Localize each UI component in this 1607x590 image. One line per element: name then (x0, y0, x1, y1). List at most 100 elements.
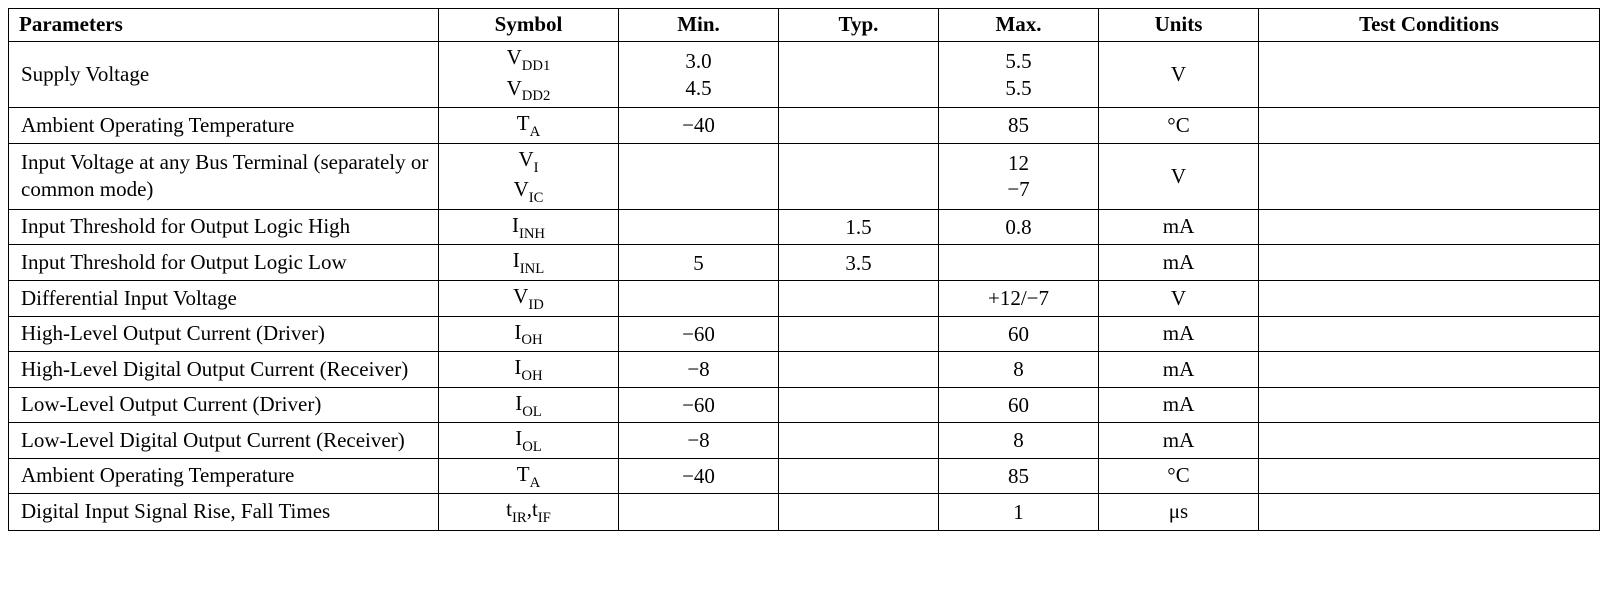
cell-units: mA (1099, 387, 1259, 423)
cell-min: 3.04.5 (619, 42, 779, 108)
cell-max: +12/−7 (939, 280, 1099, 316)
table-row: Differential Input VoltageVID +12/−7V (9, 280, 1600, 316)
cell-units: V (1099, 280, 1259, 316)
cell-test-conditions (1259, 494, 1600, 530)
table-body: Supply VoltageVDD1VDD23.04.55.55.5VAmbie… (9, 42, 1600, 531)
table-header-row: Parameters Symbol Min. Typ. Max. Units T… (9, 9, 1600, 42)
table-row: High-Level Digital Output Current (Recei… (9, 352, 1600, 388)
cell-parameter: Input Threshold for Output Logic Low (9, 245, 439, 281)
cell-max: 1 (939, 494, 1099, 530)
cell-test-conditions (1259, 423, 1600, 459)
cell-symbol: VID (439, 280, 619, 316)
cell-parameter: High-Level Output Current (Driver) (9, 316, 439, 352)
cell-test-conditions (1259, 316, 1600, 352)
cell-symbol: IOH (439, 316, 619, 352)
cell-units: °C (1099, 458, 1259, 494)
cell-min (619, 209, 779, 245)
header-min: Min. (619, 9, 779, 42)
cell-typ (779, 143, 939, 209)
cell-parameter: Digital Input Signal Rise, Fall Times (9, 494, 439, 530)
cell-min: −40 (619, 458, 779, 494)
cell-symbol: IINH (439, 209, 619, 245)
cell-symbol: IOL (439, 423, 619, 459)
cell-symbol: tIR,tIF (439, 494, 619, 530)
cell-typ (779, 423, 939, 459)
cell-units: mA (1099, 209, 1259, 245)
cell-parameter: Low-Level Digital Output Current (Receiv… (9, 423, 439, 459)
cell-min: −60 (619, 387, 779, 423)
cell-typ (779, 494, 939, 530)
cell-parameter: Supply Voltage (9, 42, 439, 108)
cell-symbol: TA (439, 108, 619, 144)
cell-max: 12−7 (939, 143, 1099, 209)
table-row: Input Threshold for Output Logic HighIIN… (9, 209, 1600, 245)
cell-typ (779, 458, 939, 494)
cell-symbol: IOH (439, 352, 619, 388)
cell-max (939, 245, 1099, 281)
cell-symbol: TA (439, 458, 619, 494)
table-row: Supply VoltageVDD1VDD23.04.5 5.55.5V (9, 42, 1600, 108)
cell-typ (779, 352, 939, 388)
cell-max: 5.55.5 (939, 42, 1099, 108)
cell-test-conditions (1259, 387, 1600, 423)
table-row: High-Level Output Current (Driver)IOH−60… (9, 316, 1600, 352)
cell-parameter: High-Level Digital Output Current (Recei… (9, 352, 439, 388)
cell-parameter: Input Threshold for Output Logic High (9, 209, 439, 245)
cell-symbol: IINL (439, 245, 619, 281)
cell-test-conditions (1259, 108, 1600, 144)
cell-units: V (1099, 143, 1259, 209)
cell-max: 0.8 (939, 209, 1099, 245)
cell-test-conditions (1259, 42, 1600, 108)
spec-table: Parameters Symbol Min. Typ. Max. Units T… (8, 8, 1600, 531)
cell-typ (779, 108, 939, 144)
cell-max: 60 (939, 387, 1099, 423)
header-parameters: Parameters (9, 9, 439, 42)
header-typ: Typ. (779, 9, 939, 42)
cell-max: 60 (939, 316, 1099, 352)
cell-units: μs (1099, 494, 1259, 530)
table-row: Low-Level Digital Output Current (Receiv… (9, 423, 1600, 459)
cell-min: −8 (619, 423, 779, 459)
cell-typ: 3.5 (779, 245, 939, 281)
cell-parameter: Differential Input Voltage (9, 280, 439, 316)
cell-test-conditions (1259, 143, 1600, 209)
cell-min: 5 (619, 245, 779, 281)
cell-typ (779, 316, 939, 352)
cell-typ (779, 387, 939, 423)
cell-min (619, 494, 779, 530)
cell-min (619, 143, 779, 209)
table-row: Input Threshold for Output Logic LowIINL… (9, 245, 1600, 281)
cell-min: −40 (619, 108, 779, 144)
cell-parameter: Input Voltage at any Bus Terminal (separ… (9, 143, 439, 209)
cell-max: 8 (939, 423, 1099, 459)
cell-units: mA (1099, 423, 1259, 459)
table-row: Digital Input Signal Rise, Fall TimestIR… (9, 494, 1600, 530)
table-row: Input Voltage at any Bus Terminal (separ… (9, 143, 1600, 209)
header-max: Max. (939, 9, 1099, 42)
cell-parameter: Ambient Operating Temperature (9, 458, 439, 494)
cell-test-conditions (1259, 245, 1600, 281)
cell-min: −60 (619, 316, 779, 352)
cell-min: −8 (619, 352, 779, 388)
cell-test-conditions (1259, 352, 1600, 388)
cell-units: mA (1099, 245, 1259, 281)
cell-test-conditions (1259, 280, 1600, 316)
cell-max: 85 (939, 108, 1099, 144)
cell-units: mA (1099, 352, 1259, 388)
cell-test-conditions (1259, 209, 1600, 245)
cell-symbol: VDD1VDD2 (439, 42, 619, 108)
cell-units: mA (1099, 316, 1259, 352)
cell-typ: 1.5 (779, 209, 939, 245)
cell-typ (779, 280, 939, 316)
cell-max: 85 (939, 458, 1099, 494)
header-test-conditions: Test Conditions (1259, 9, 1600, 42)
cell-max: 8 (939, 352, 1099, 388)
cell-units: °C (1099, 108, 1259, 144)
cell-symbol: IOL (439, 387, 619, 423)
cell-parameter: Low-Level Output Current (Driver) (9, 387, 439, 423)
cell-units: V (1099, 42, 1259, 108)
cell-parameter: Ambient Operating Temperature (9, 108, 439, 144)
table-row: Ambient Operating TemperatureTA−40 85°C (9, 458, 1600, 494)
table-row: Low-Level Output Current (Driver)IOL−60 6… (9, 387, 1600, 423)
cell-test-conditions (1259, 458, 1600, 494)
